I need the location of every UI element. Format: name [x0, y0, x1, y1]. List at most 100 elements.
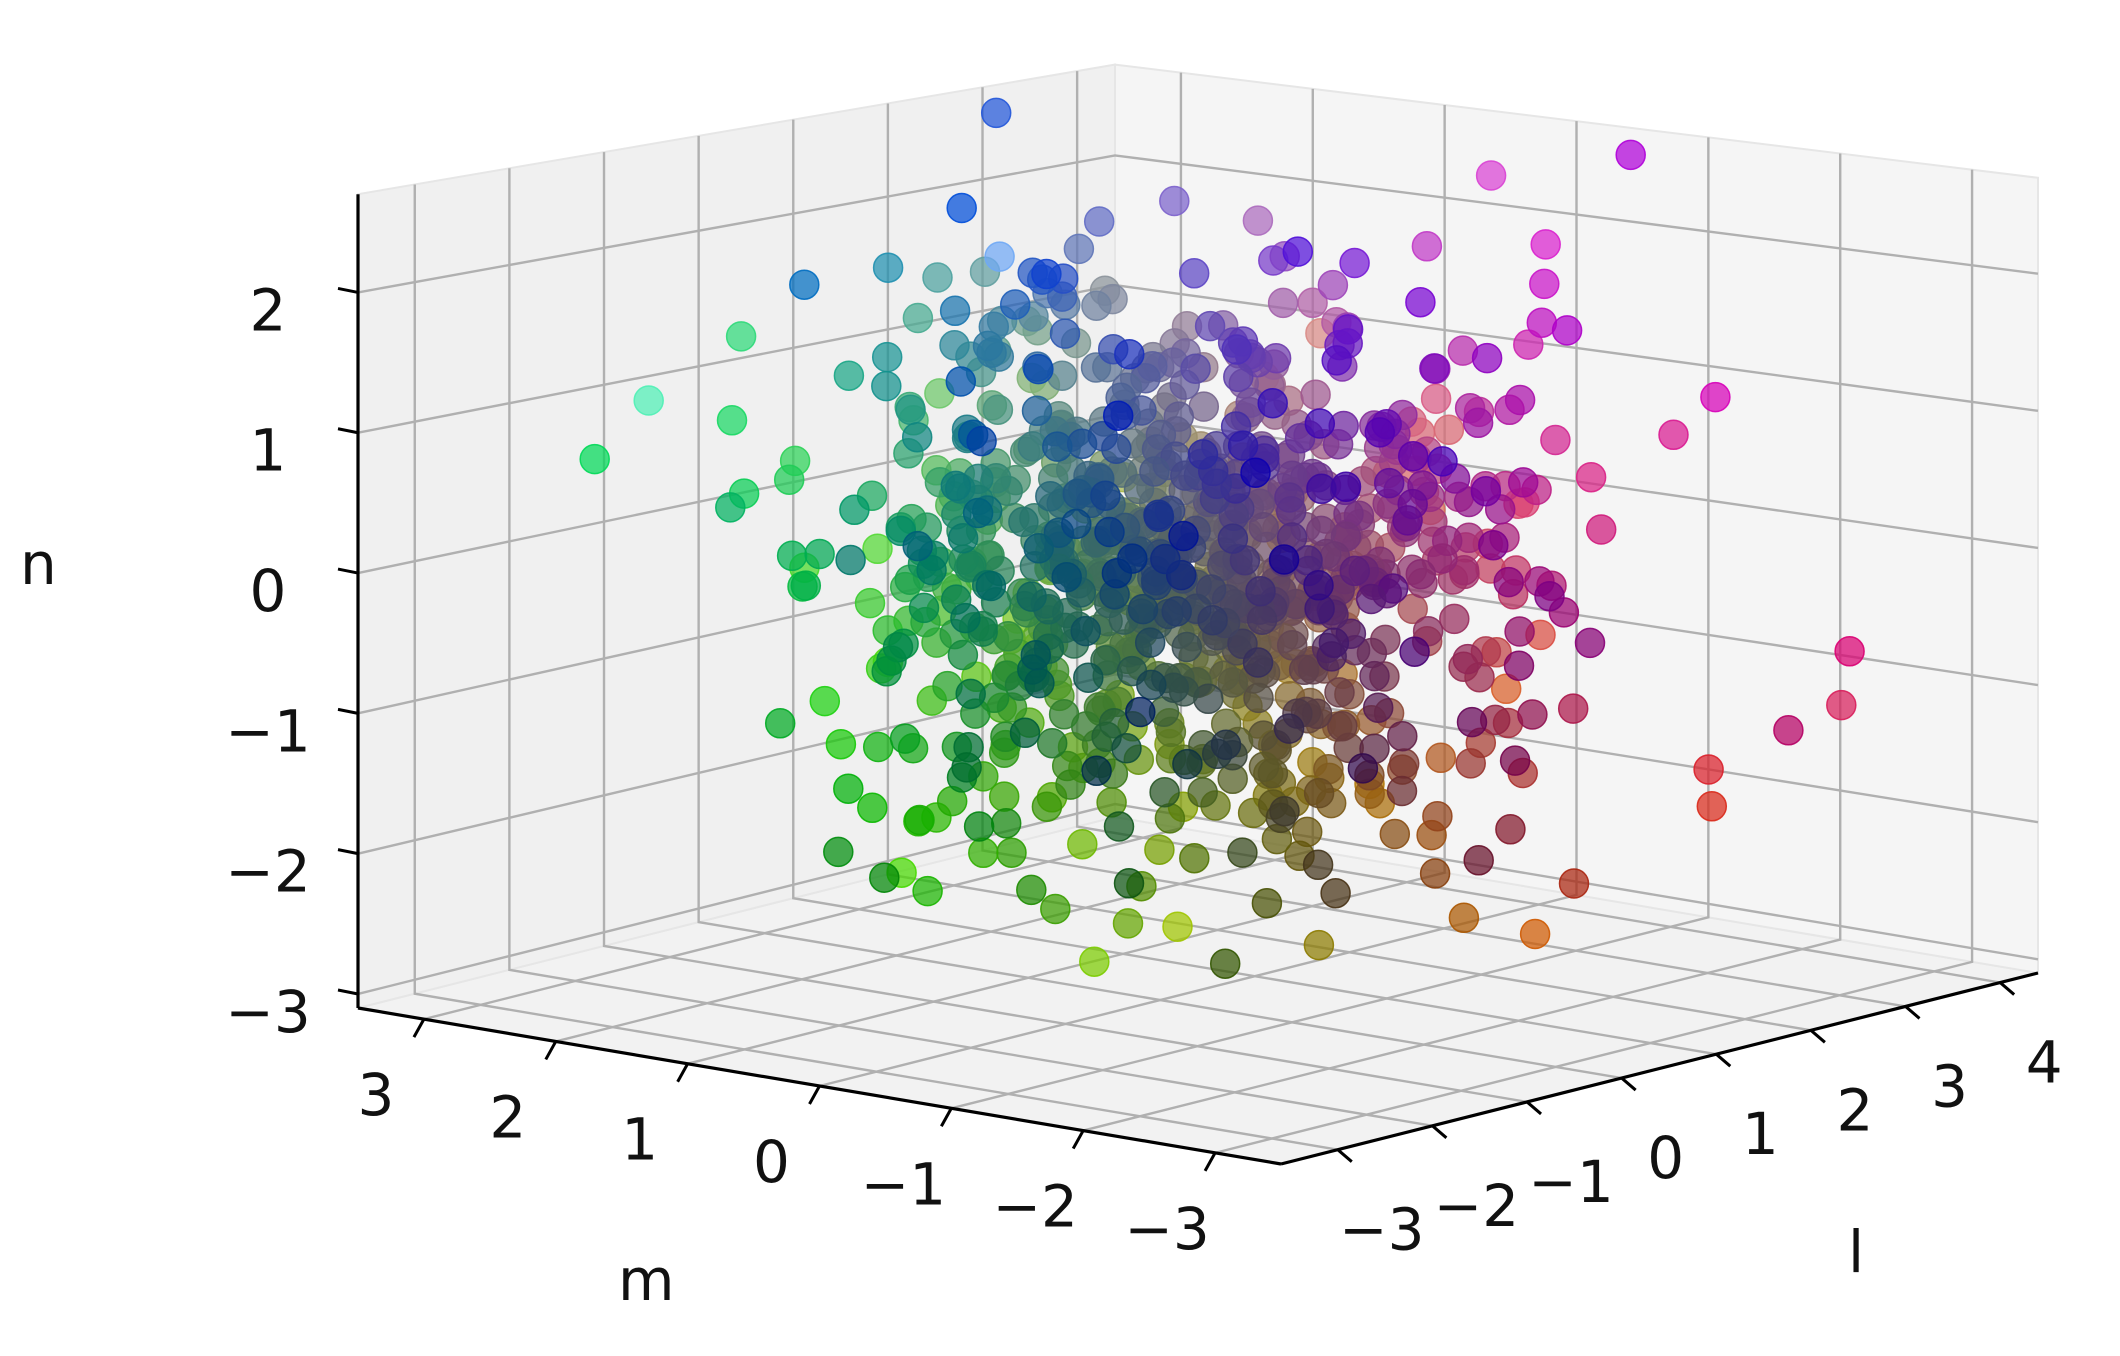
scatter-point: [1339, 555, 1371, 587]
scatter-point: [1504, 384, 1536, 416]
scatter-point: [1227, 430, 1259, 461]
scatter-point: [833, 773, 864, 804]
scatter-point: [1112, 908, 1144, 939]
scatter-point: [857, 792, 888, 824]
scatter-point: [1388, 748, 1420, 779]
scatter-point: [1320, 877, 1351, 909]
scatter-point: [1031, 791, 1063, 822]
tick-label-m: 2: [489, 1083, 526, 1151]
tick-label-l: 3: [1931, 1052, 1968, 1120]
scatter-point: [1067, 828, 1098, 860]
scatter-point: [1040, 893, 1071, 925]
scatter-point: [982, 394, 1014, 425]
scatter-point: [1023, 353, 1054, 385]
scatter-point: [1503, 650, 1535, 681]
tick-n: [337, 707, 359, 715]
scatter-point: [1055, 769, 1086, 800]
scatter-point: [889, 723, 921, 754]
scatter-point: [1462, 407, 1494, 439]
scatter-point: [1273, 713, 1305, 744]
scatter-point: [1478, 529, 1509, 561]
scatter-point: [579, 443, 610, 475]
scatter-point: [902, 302, 934, 334]
scatter-point: [1355, 583, 1387, 615]
scatter-point: [1035, 481, 1066, 512]
scatter-point: [1127, 593, 1159, 625]
scatter-point: [1136, 669, 1167, 701]
tick-l: [1999, 981, 2016, 996]
scatter-point: [1359, 660, 1390, 692]
tick-m: [412, 1018, 426, 1038]
scatter-point: [790, 570, 822, 601]
scatter-point: [1245, 575, 1276, 607]
scatter-point: [939, 330, 970, 361]
scatter-point: [776, 540, 808, 572]
scatter-point: [823, 836, 854, 868]
scatter-point: [716, 405, 748, 436]
scatter-point: [980, 97, 1012, 129]
scatter-point: [1111, 733, 1142, 764]
scatter-point: [975, 570, 1007, 602]
tick-label-n: 2: [250, 276, 287, 344]
scatter-point: [1016, 874, 1047, 906]
scatter-point: [1276, 630, 1308, 661]
scatter-point: [1693, 754, 1724, 785]
scatter-point: [1379, 818, 1411, 850]
scatter-point: [1227, 837, 1258, 868]
tick-l: [1431, 1124, 1448, 1139]
tick-label-n: −1: [225, 697, 311, 765]
scatter-point: [1658, 419, 1689, 451]
scatter-point: [947, 522, 979, 554]
scatter-point: [1187, 777, 1218, 808]
scatter-point: [1471, 342, 1503, 374]
scatter-point: [945, 366, 977, 397]
tick-m: [544, 1040, 558, 1061]
scatter-point: [1526, 307, 1558, 338]
scatter-point: [1493, 566, 1524, 598]
tick-l: [1526, 1100, 1543, 1116]
scatter-point: [1529, 268, 1560, 300]
tick-label-n: −2: [225, 838, 311, 906]
scatter-point: [1439, 603, 1470, 635]
scatter-point: [1282, 236, 1314, 267]
scatter-point: [1448, 902, 1480, 934]
scatter-point: [1021, 395, 1053, 427]
scatter-point: [1495, 814, 1526, 845]
scatter-point: [1246, 604, 1278, 635]
scatter-point: [1197, 604, 1228, 636]
tick-label-l: 4: [2026, 1029, 2063, 1097]
tick-label-m: −2: [992, 1173, 1078, 1241]
tick-label-n: 1: [250, 417, 287, 485]
axis-lines: [337, 194, 2039, 1172]
scatter-point: [950, 602, 981, 634]
tick-label-l: 1: [1742, 1100, 1779, 1168]
scatter-point: [901, 421, 933, 453]
scatter-point: [1427, 446, 1458, 477]
scatter-point: [1194, 310, 1226, 342]
scatter-point: [715, 492, 746, 523]
grid-line-m: [1214, 169, 1974, 1155]
scatter-point: [1221, 334, 1252, 365]
tick-label-m: −1: [861, 1150, 947, 1218]
scatter-point: [1031, 258, 1062, 290]
scatter-point: [1834, 636, 1865, 667]
scatter-point: [1243, 682, 1274, 714]
scatter-point: [1304, 408, 1336, 439]
scatter-point: [940, 470, 972, 502]
scatter-point: [833, 360, 865, 391]
scatter-point: [999, 289, 1031, 320]
scatter-point: [1373, 467, 1405, 499]
scatter-point: [1248, 720, 1279, 751]
tick-label-m: 0: [753, 1128, 790, 1196]
scatter-point: [1114, 338, 1145, 370]
scatter-point: [1023, 533, 1054, 564]
scatter-point: [1209, 948, 1241, 979]
scatter-point: [1475, 160, 1507, 191]
scatter-point: [984, 241, 1015, 272]
scatter-point: [1242, 205, 1274, 236]
scatter-point: [951, 752, 982, 783]
grid-line-l: [792, 119, 1717, 1056]
scatter-point: [725, 321, 757, 352]
